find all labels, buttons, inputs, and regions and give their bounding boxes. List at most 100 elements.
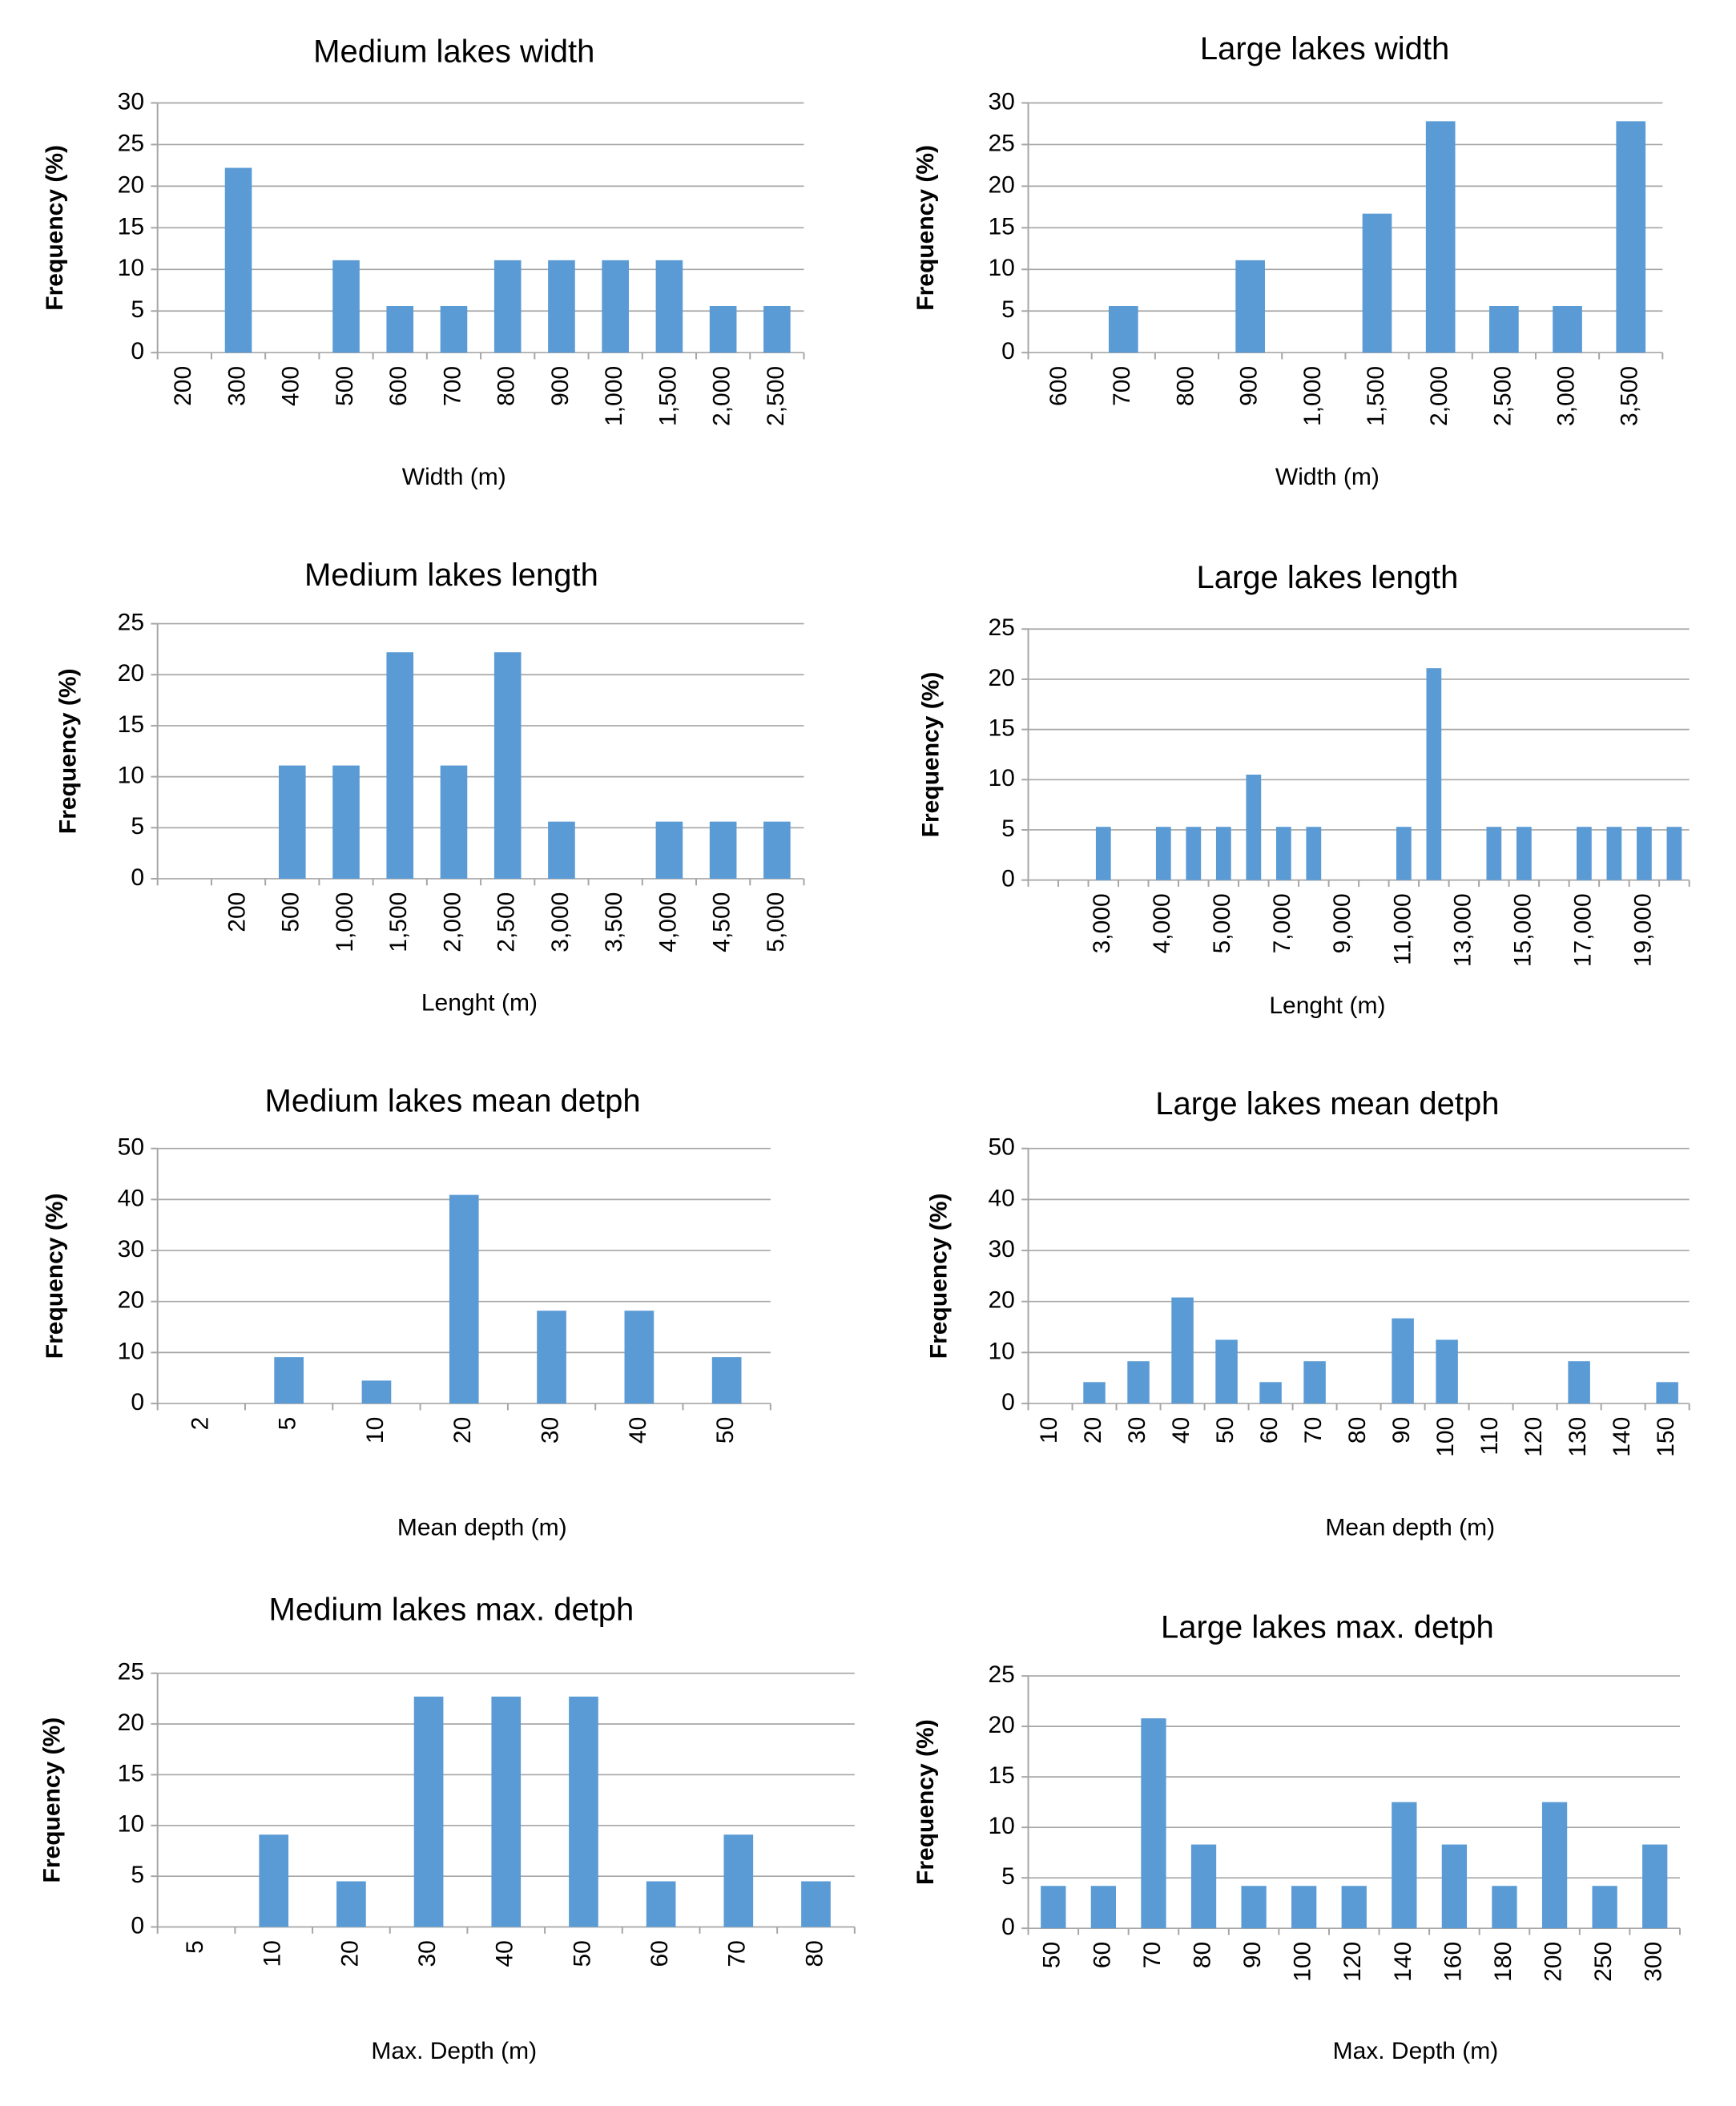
- y-tick-label: 20: [988, 1287, 1014, 1314]
- y-tick-label: 5: [1001, 296, 1015, 323]
- y-tick-label: 20: [118, 1287, 144, 1314]
- x-tick-label: 10: [1036, 1417, 1062, 1444]
- y-tick-label: 15: [118, 213, 144, 240]
- bar: [1568, 1361, 1590, 1404]
- x-tick-label: 17,000: [1569, 893, 1596, 967]
- y-axis-label: Frequency (%): [925, 1194, 952, 1359]
- chart-title: Large lakes width: [1200, 31, 1449, 66]
- bar: [1341, 1886, 1367, 1929]
- bar: [491, 1696, 522, 1927]
- x-tick-label: 300: [224, 366, 250, 406]
- bar: [1553, 306, 1582, 353]
- x-tick-label: 4,500: [709, 892, 735, 952]
- bar: [332, 765, 360, 879]
- bar: [763, 306, 791, 353]
- bar: [1441, 1844, 1468, 1929]
- bar: [336, 1881, 366, 1927]
- y-tick-label: 20: [988, 665, 1014, 691]
- bar: [1291, 1886, 1317, 1929]
- x-tick-label: 200: [170, 366, 196, 406]
- bar: [723, 1834, 754, 1927]
- bar: [1127, 1361, 1150, 1404]
- y-tick-label: 25: [118, 130, 144, 156]
- bar: [1241, 1886, 1267, 1929]
- y-tick-label: 0: [131, 1389, 144, 1415]
- x-axis-label: Max. Depth (m): [371, 2038, 537, 2064]
- y-axis-label: Frequency (%): [39, 1717, 66, 1883]
- x-tick-label: 3,000: [1089, 893, 1115, 953]
- x-tick-label: 60: [646, 1940, 673, 1967]
- y-axis-label: Frequency (%): [42, 145, 68, 311]
- bar: [548, 260, 575, 353]
- x-tick-label: 3,000: [1553, 366, 1579, 426]
- bar: [1392, 1318, 1414, 1404]
- x-tick-label: 120: [1339, 1942, 1366, 1982]
- y-tick-label: 15: [118, 1760, 144, 1786]
- y-tick-label: 20: [118, 1709, 144, 1736]
- y-tick-label: 0: [131, 1912, 144, 1939]
- bar: [1155, 827, 1171, 880]
- x-tick-label: 400: [278, 366, 304, 406]
- y-tick-label: 15: [988, 213, 1014, 240]
- chart-title: Large lakes length: [1196, 560, 1458, 595]
- x-tick-label: 4,000: [1149, 893, 1175, 953]
- x-axis-label: Width (m): [402, 464, 506, 490]
- bar: [569, 1696, 598, 1927]
- bar: [537, 1311, 566, 1404]
- x-tick-label: 13,000: [1449, 893, 1476, 967]
- x-tick-label: 7,000: [1269, 893, 1295, 953]
- bar: [1656, 1382, 1678, 1404]
- x-tick-label: 80: [1189, 1942, 1215, 1968]
- x-tick-label: 50: [712, 1417, 739, 1444]
- bar: [1425, 121, 1456, 353]
- bar: [1083, 1382, 1106, 1404]
- x-tick-label: 70: [1300, 1417, 1327, 1444]
- x-tick-label: 80: [1344, 1417, 1371, 1444]
- bar: [1426, 668, 1442, 880]
- x-tick-label: 800: [1172, 366, 1198, 406]
- bar: [1592, 1886, 1617, 1929]
- x-tick-label: 70: [724, 1940, 751, 1967]
- y-tick-label: 10: [118, 1811, 144, 1838]
- x-tick-label: 700: [1109, 366, 1135, 406]
- bar: [1095, 827, 1111, 880]
- x-tick-label: 20: [336, 1940, 363, 1967]
- x-tick-label: 40: [1168, 1417, 1194, 1444]
- y-tick-label: 15: [118, 711, 144, 738]
- bar: [1642, 1844, 1668, 1929]
- x-tick-label: 15,000: [1509, 893, 1536, 967]
- x-tick-label: 1,500: [1363, 366, 1389, 426]
- x-tick-label: 100: [1290, 1942, 1316, 1982]
- bar: [1235, 260, 1265, 353]
- chart-title: Large lakes max. detph: [1161, 1609, 1494, 1645]
- bar: [1492, 1886, 1517, 1929]
- y-tick-label: 50: [988, 1134, 1014, 1161]
- x-tick-label: 50: [1039, 1942, 1065, 1968]
- y-tick-label: 5: [1001, 1863, 1015, 1890]
- y-axis-label: Frequency (%): [55, 668, 82, 834]
- x-tick-label: 10: [260, 1940, 286, 1967]
- bar: [655, 821, 683, 879]
- x-axis-label: Mean depth (m): [397, 1515, 567, 1541]
- x-tick-label: 500: [332, 366, 358, 406]
- bar: [274, 1357, 304, 1404]
- x-tick-label: 250: [1590, 1942, 1617, 1982]
- x-tick-label: 20: [449, 1417, 476, 1444]
- bar: [709, 821, 737, 879]
- bar: [646, 1881, 676, 1927]
- y-tick-label: 0: [1001, 866, 1015, 892]
- x-axis-label: Lenght (m): [1269, 993, 1385, 1019]
- y-tick-label: 30: [118, 1236, 144, 1262]
- bar: [1186, 827, 1202, 880]
- x-tick-label: 130: [1565, 1417, 1591, 1457]
- bar: [1190, 1844, 1217, 1929]
- y-tick-label: 0: [1001, 1389, 1015, 1415]
- x-tick-label: 80: [801, 1940, 828, 1967]
- y-tick-label: 5: [131, 296, 144, 323]
- x-tick-label: 30: [414, 1940, 441, 1967]
- x-tick-label: 150: [1653, 1417, 1679, 1457]
- y-tick-label: 30: [118, 88, 144, 115]
- bar: [1486, 827, 1502, 880]
- y-tick-label: 0: [1001, 338, 1015, 364]
